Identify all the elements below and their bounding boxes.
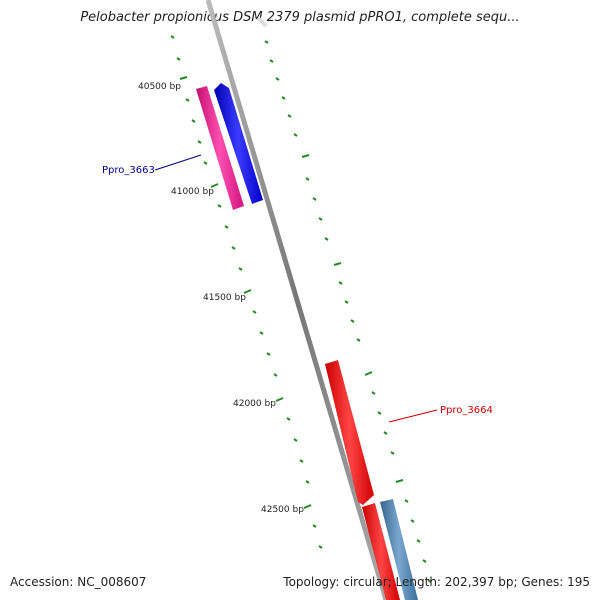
gene-red-block-lower[interactable] bbox=[362, 503, 400, 600]
gene-steelblue-block[interactable] bbox=[380, 499, 418, 600]
backbone-line bbox=[205, 0, 389, 600]
gene-label-ppro-3663[interactable]: Ppro_3663 bbox=[102, 165, 155, 176]
backbone-highlight bbox=[256, 16, 268, 28]
inner-ruler-ticks bbox=[170, 35, 323, 549]
gene-label-leader bbox=[154, 154, 202, 171]
ruler-label: 41000 bp bbox=[171, 187, 214, 197]
gene-label-leader bbox=[388, 409, 438, 423]
ruler-label: 40500 bp bbox=[138, 82, 181, 92]
gene-label-ppro-3664[interactable]: Ppro_3664 bbox=[440, 405, 493, 416]
gene-blue-block[interactable] bbox=[214, 83, 263, 204]
ruler-label: 42500 bp bbox=[261, 505, 304, 515]
ruler-label: 41500 bp bbox=[203, 293, 246, 303]
gene-red-block[interactable] bbox=[325, 360, 374, 505]
ruler-label: 42000 bp bbox=[233, 399, 276, 409]
summary-text: Topology: circular; Length: 202,397 bp; … bbox=[283, 575, 590, 589]
accession-text: Accession: NC_008607 bbox=[10, 575, 147, 589]
outer-ruler-ticks bbox=[264, 40, 432, 583]
map-title: Pelobacter propionicus DSM 2379 plasmid … bbox=[80, 10, 520, 25]
gene-pink-block[interactable] bbox=[196, 86, 244, 210]
